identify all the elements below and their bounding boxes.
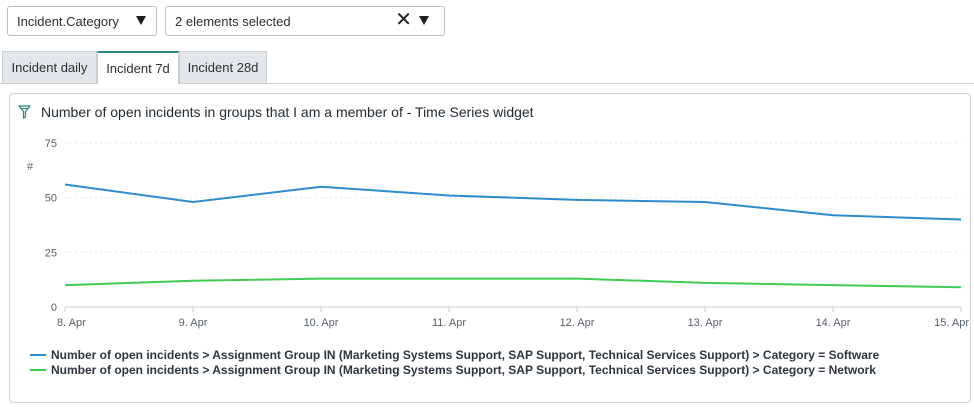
series-line-network[interactable]	[64, 277, 962, 289]
tab-label: Incident 28d	[187, 60, 259, 75]
time-series-widget: Number of open incidents in groups that …	[9, 93, 971, 403]
chevron-down-icon[interactable]	[419, 16, 429, 25]
selected-values-summary: 2 elements selected	[175, 13, 291, 29]
clear-icon[interactable]: ✕	[395, 9, 412, 31]
legend-label: Number of open incidents > Assignment Gr…	[51, 362, 876, 377]
x-tick-label: 8. Apr	[57, 317, 86, 329]
x-tick-label: 14. Apr	[816, 317, 851, 329]
tab-bar: Incident daily Incident 7d Incident 28d	[0, 51, 974, 84]
x-tick-label: 12. Apr	[560, 317, 595, 329]
series-line-software[interactable]	[64, 183, 962, 221]
x-tick-label: 11. Apr	[432, 317, 466, 329]
legend-item-network[interactable]: Number of open incidents > Assignment Gr…	[30, 362, 879, 377]
x-tick-label: 13. Apr	[688, 317, 723, 329]
x-tick-label: 15. Apr	[934, 317, 969, 329]
y-tick-label: 0	[51, 302, 57, 314]
y-tick-label: 25	[45, 247, 57, 259]
filter-icon[interactable]	[18, 105, 31, 119]
x-tick-label: 10. Apr	[304, 317, 339, 329]
tab-label: Incident daily	[11, 60, 88, 75]
legend-label: Number of open incidents > Assignment Gr…	[51, 347, 880, 362]
widget-title: Number of open incidents in groups that …	[41, 104, 534, 120]
chevron-down-icon[interactable]	[136, 16, 146, 25]
x-tick-label: 9. Apr	[179, 317, 208, 329]
tab-label: Incident 7d	[106, 61, 170, 76]
y-tick-label: 50	[45, 193, 57, 205]
tab-incident-28d[interactable]: Incident 28d	[179, 51, 267, 83]
legend-swatch	[30, 353, 46, 356]
category-field-value: Incident.Category	[17, 13, 119, 29]
time-series-chart: 0 25 50 75 #8. Apr 9. Apr 10. Apr 11. Apr 12. Ap…	[27, 138, 969, 329]
y-tick-label: 75	[45, 138, 57, 150]
legend-item-software[interactable]: Number of open incidents > Assignment Gr…	[30, 347, 879, 362]
category-values-select[interactable]: 2 elements selected ✕	[165, 6, 445, 36]
category-field-select[interactable]: Incident.Category	[7, 6, 157, 36]
y-axis-label: #	[27, 161, 34, 173]
legend-swatch	[30, 368, 46, 371]
tab-incident-7d[interactable]: Incident 7d	[97, 51, 179, 84]
chart-legend: Number of open incidents > Assignment Gr…	[30, 347, 879, 377]
tab-incident-daily[interactable]: Incident daily	[2, 51, 97, 83]
